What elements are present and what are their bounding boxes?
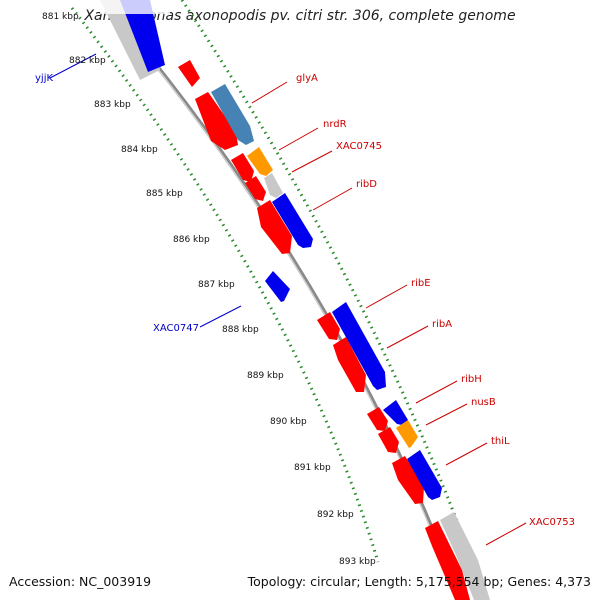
gene-red (333, 337, 366, 392)
kbp-label: 891 kbp (294, 463, 331, 473)
gene-label[interactable]: thiL (491, 436, 510, 447)
gene-blue (265, 271, 290, 302)
genome-backbone (126, 28, 462, 600)
gene-label[interactable]: yjjK (35, 73, 53, 84)
gene-label[interactable]: nusB (471, 397, 496, 408)
kbp-label: 888 kbp (222, 325, 259, 335)
gene-steel (211, 84, 254, 145)
topology-label: Topology: circular; Length: 5,175,554 bp… (247, 574, 591, 589)
gene-red (195, 92, 238, 150)
gene-orange (396, 420, 418, 448)
gene-label[interactable]: glyA (296, 73, 318, 84)
accession-label: Accession: NC_003919 (9, 574, 152, 589)
kbp-label: 886 kbp (173, 235, 210, 245)
gene-red (178, 60, 200, 87)
kbp-label: 887 kbp (198, 280, 235, 290)
gene-label[interactable]: XAC0745 (336, 141, 382, 152)
genes-reverse (211, 84, 490, 600)
kbp-label: 884 kbp (121, 145, 158, 155)
gene-orange (247, 147, 273, 176)
gene-red (367, 407, 388, 431)
kbp-label: 893 kbp (339, 557, 376, 567)
gene-label[interactable]: ribH (461, 374, 482, 385)
genome-backbone-highlight (126, 29, 460, 600)
gene-red (317, 312, 340, 340)
gene-red (245, 176, 266, 201)
kbp-label: 883 kbp (94, 100, 131, 110)
map-title: Xanthomonas axonopodis pv. citri str. 30… (84, 8, 516, 24)
top-gene-fade (100, 0, 170, 80)
gene-red (425, 521, 470, 600)
gene-label[interactable]: ribA (432, 319, 452, 330)
gene-red (392, 456, 424, 504)
kbp-label: 892 kbp (317, 510, 354, 520)
gene-blue (272, 193, 313, 248)
gene-blue (332, 302, 386, 390)
kbp-labels: 881 kbp 882 kbp 883 kbp 884 kbp 885 kbp … (42, 12, 376, 567)
genes-forward (178, 60, 470, 600)
gene-label[interactable]: nrdR (323, 119, 347, 130)
leader-lines (49, 53, 527, 546)
gene-blue (383, 400, 408, 425)
gene-red (378, 427, 399, 453)
kbp-label: 882 kbp (69, 56, 106, 66)
gene-blue (407, 450, 442, 500)
kbp-label: 890 kbp (270, 417, 307, 427)
kbp-label: 889 kbp (247, 371, 284, 381)
gene-grey (440, 512, 490, 600)
inner-tick-guide (70, 7, 380, 563)
gene-label[interactable]: ribE (411, 278, 431, 289)
tick-guides (70, 0, 480, 579)
gene-labels: yjjK glyA nrdR XAC0745 ribD ribE XAC0747… (35, 73, 575, 528)
kbp-label: 885 kbp (146, 189, 183, 199)
gene-red (257, 200, 292, 254)
gene-label[interactable]: ribD (356, 179, 377, 190)
gene-label[interactable]: XAC0753 (529, 517, 575, 528)
gene-label[interactable]: XAC0747 (153, 323, 199, 334)
gene-red (231, 153, 254, 182)
gene-grey (264, 173, 283, 198)
kbp-label: 881 kbp (42, 12, 79, 22)
